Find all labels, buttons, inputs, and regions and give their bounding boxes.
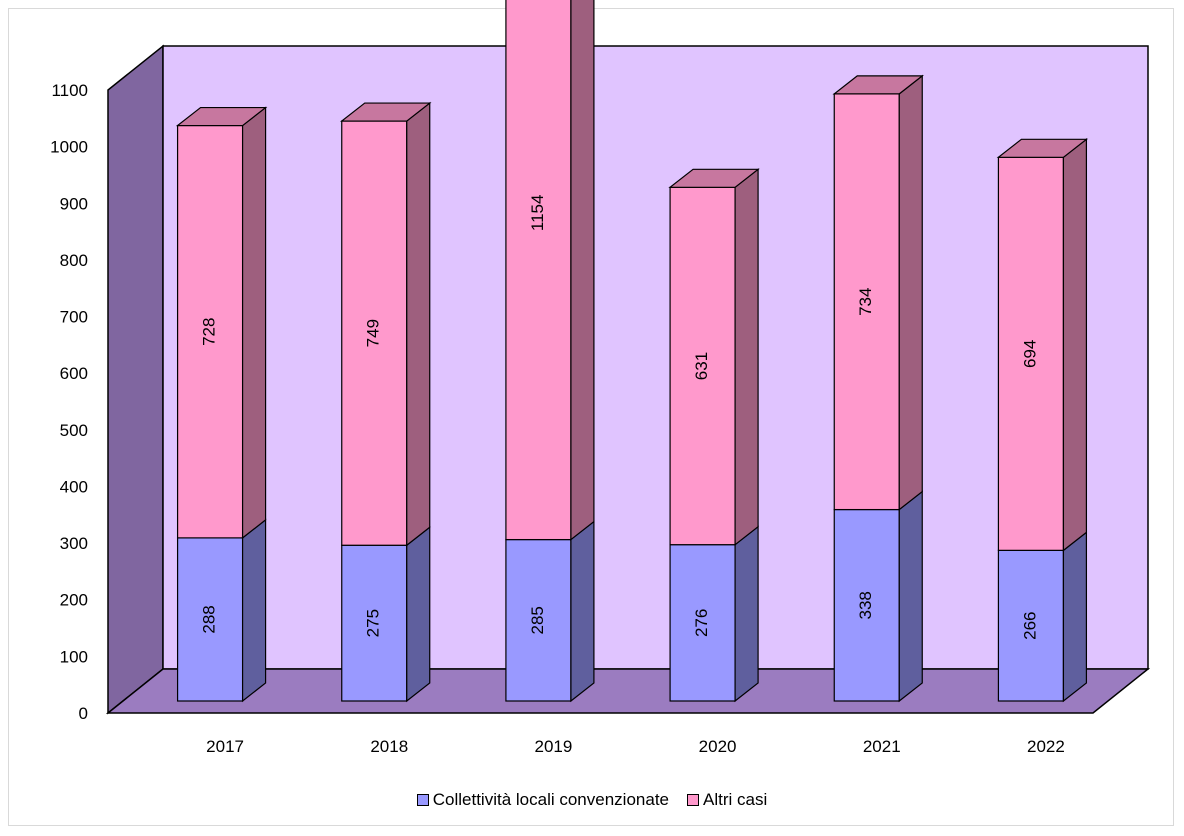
y-tick-label: 0	[79, 704, 88, 723]
chart-side-wall	[107, 44, 164, 715]
bar-data-label: 285	[528, 606, 547, 634]
bar-data-label: 266	[1020, 611, 1039, 639]
bar-segment-front	[505, 0, 572, 541]
bar-top-face	[175, 106, 268, 127]
y-tick-label: 900	[60, 194, 88, 213]
bar-top-face	[668, 168, 760, 188]
x-tick-label: 2020	[699, 737, 737, 756]
bar-segment-front	[997, 156, 1065, 551]
bar-data-label: 694	[1020, 340, 1039, 368]
bar-data-label: 338	[856, 591, 875, 619]
x-tick-label: 2022	[1027, 737, 1065, 756]
bar-segment-side	[1062, 531, 1088, 703]
bar-segment-side	[898, 490, 923, 703]
bar-segment-side	[406, 101, 431, 547]
bar-segment-side	[570, 520, 595, 703]
x-tick-label: 2019	[535, 737, 573, 756]
bar-data-label: 749	[364, 319, 383, 347]
bar-data-label: 276	[692, 609, 711, 637]
bar-top-face	[996, 138, 1089, 158]
legend-label-bottom-series: Collettività locali convenzionate	[432, 790, 669, 809]
bar-segment-front	[176, 124, 244, 539]
bar-data-label: 1154	[528, 195, 547, 232]
bar-top-face	[832, 75, 924, 95]
y-tick-label: 600	[60, 364, 88, 383]
bar-segment-side	[734, 168, 759, 546]
y-tick-label: 500	[60, 421, 88, 440]
bar-segment-front	[833, 508, 900, 702]
bar-segment-front	[997, 549, 1065, 702]
y-tick-label: 400	[60, 477, 88, 496]
y-tick-label: 1000	[50, 138, 88, 157]
bar-top-face	[340, 102, 432, 122]
bar-data-label: 288	[200, 605, 219, 633]
x-tick-label: 2017	[206, 737, 244, 756]
bar-data-label: 734	[856, 288, 875, 316]
x-tick-label: 2021	[863, 737, 901, 756]
legend-item-top-series: Altri casi	[687, 790, 767, 810]
bar-data-label: 275	[364, 609, 383, 637]
legend-item-bottom-series: Collettività locali convenzionate	[416, 790, 669, 810]
bar-segment-side	[241, 518, 267, 703]
y-tick-label: 700	[60, 308, 88, 327]
legend-swatch-bottom-series	[416, 794, 429, 806]
chart-back-wall	[162, 45, 1149, 670]
bar-data-label: 728	[200, 318, 219, 346]
bar-segment-front	[833, 93, 900, 511]
x-tick-label: 2018	[370, 737, 408, 756]
y-tick-label: 300	[60, 534, 88, 553]
y-tick-label: 800	[60, 251, 88, 270]
bar-segment-side	[241, 106, 267, 540]
legend-label-top-series: Altri casi	[703, 790, 768, 809]
bar-data-label: 631	[692, 352, 711, 380]
bar-segment-side	[406, 526, 431, 703]
y-tick-label: 1100	[51, 81, 88, 100]
bar-segment-side	[1062, 138, 1088, 552]
y-tick-label: 100	[60, 647, 88, 666]
bar-segment-side	[570, 0, 595, 541]
y-tick-label: 200	[60, 591, 88, 610]
legend-swatch-top-series	[687, 794, 699, 806]
bar-segment-front	[341, 544, 408, 702]
bar-segment-front	[669, 544, 736, 702]
bar-segment-front	[669, 186, 736, 546]
chart-legend: Collettività locali convenzionate Altri …	[0, 790, 1184, 810]
bar-segment-front	[176, 537, 244, 702]
bar-segment-side	[734, 525, 759, 703]
bar-segment-side	[898, 74, 923, 511]
